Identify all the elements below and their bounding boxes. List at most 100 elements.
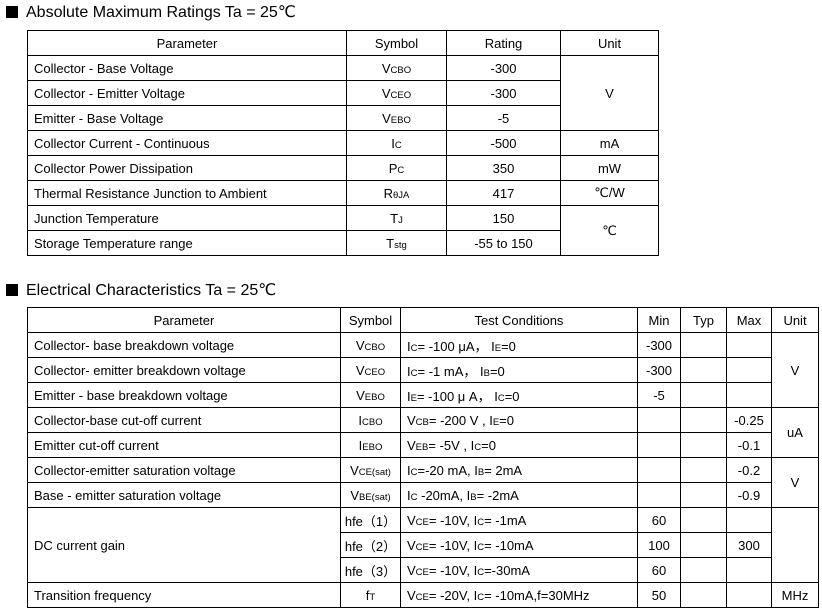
text: T <box>386 235 395 251</box>
ratings-table: Parameter Symbol Rating Unit Collector - Bas… <box>27 30 659 256</box>
parameter: Thermal Resistance Junction to Ambient <box>27 180 347 206</box>
typ <box>680 507 727 533</box>
subscript: C <box>410 466 418 478</box>
text: -20mA, I <box>417 487 471 503</box>
test-conditions: VCE= -10V, IC=-30mA <box>400 557 638 583</box>
unit: ℃ <box>560 205 659 256</box>
min: 60 <box>637 557 681 583</box>
test-conditions: IC= -100 μA， IE=0 <box>400 332 638 358</box>
min: -300 <box>637 332 681 358</box>
row: Collector Power Dissipation PC 350 mW <box>27 155 659 181</box>
text: =0 <box>501 338 516 354</box>
min: 60 <box>637 507 681 533</box>
text: V <box>407 587 416 603</box>
text: = -1 mA， I <box>417 363 484 379</box>
symbol: hfe（1） <box>340 507 401 533</box>
unit: mW <box>560 155 659 181</box>
title-text: Electrical Characteristics Ta = 25℃ <box>26 282 277 299</box>
parameter: Storage Temperature range <box>27 230 347 256</box>
row: Collector- emitter breakdown voltage VCEO… <box>27 357 819 383</box>
subscript: CEO <box>364 366 386 378</box>
text: = 2mA <box>484 462 523 478</box>
text: hfe（3） <box>344 563 397 579</box>
subscript: CE <box>415 591 429 603</box>
symbol: VCBO <box>346 55 447 81</box>
symbol: fT <box>340 582 401 608</box>
subscript: C <box>410 491 418 503</box>
subscript: CEO <box>390 89 412 101</box>
subscript: CE <box>415 516 429 528</box>
symbol: VCBO <box>340 332 401 358</box>
text: I <box>358 412 363 428</box>
symbol: VCEO <box>346 80 447 106</box>
text: I <box>358 437 363 453</box>
text: V <box>407 412 416 428</box>
text: T <box>390 210 399 226</box>
symbol: Tstg <box>346 230 447 256</box>
rating: -500 <box>446 130 561 156</box>
symbol: RθJA <box>346 180 447 206</box>
rating: -55 to 150 <box>446 230 561 256</box>
subscript: θJA <box>393 189 410 201</box>
text: = -100 μ A， I <box>416 388 498 404</box>
header-cell: Symbol <box>340 307 401 333</box>
typ <box>680 332 727 358</box>
text: = -10V, I <box>428 512 478 528</box>
typ <box>680 457 727 483</box>
text: V <box>356 387 365 403</box>
text: f <box>365 587 370 603</box>
row: Collector- base breakdown voltage VCBO IC=… <box>27 332 819 408</box>
text: hfe（2） <box>344 538 397 554</box>
header-cell: Rating <box>446 30 561 56</box>
test-conditions: VCE= -10V, IC= -10mA <box>400 532 638 558</box>
subscript: EBO <box>364 391 385 403</box>
symbol: ICBO <box>340 407 401 433</box>
header-cell: Unit <box>560 30 659 56</box>
typ <box>680 557 727 583</box>
symbol: IC <box>346 130 447 156</box>
typ <box>680 582 727 608</box>
symbol: VEBO <box>340 382 401 408</box>
text: =0 <box>499 412 514 428</box>
parameter: Collector - Base Voltage <box>27 55 347 81</box>
text: = -1mA <box>484 512 527 528</box>
header-cell: Typ <box>680 307 727 333</box>
unit: mA <box>560 130 659 156</box>
symbol: hfe（3） <box>340 557 401 583</box>
text: hfe（1） <box>344 513 397 529</box>
subscript: CBO <box>364 341 386 353</box>
test-conditions: IC= -1 mA， IB=0 <box>400 357 638 383</box>
subscript: CBO <box>390 64 412 76</box>
row: Emitter - base breakdown voltage VEBO IE= … <box>27 382 819 408</box>
subscript: T <box>369 591 376 603</box>
parameter: Junction Temperature <box>27 205 347 231</box>
text: = -10V, I <box>428 537 478 553</box>
min: 100 <box>637 532 681 558</box>
test-conditions: VEB= -5V , IC=0 <box>400 432 638 458</box>
header-cell: Symbol <box>346 30 447 56</box>
parameter: Base - emitter saturation voltage <box>27 482 341 508</box>
subscript: B <box>470 491 477 503</box>
text: V <box>355 337 365 353</box>
header-cell: Test Conditions <box>400 307 638 333</box>
max <box>726 557 772 583</box>
subscript: BE(sat) <box>358 491 391 503</box>
text: I <box>407 462 411 478</box>
unit: V <box>560 55 659 131</box>
typ <box>680 532 727 558</box>
unit: V <box>771 332 819 408</box>
subscript: J <box>398 214 403 226</box>
header-row: Parameter Symbol Rating Unit <box>27 30 659 56</box>
test-conditions: IC -20mA, IB= -2mA <box>400 482 638 508</box>
section-title-2: Electrical Characteristics Ta = 25℃ <box>6 280 276 300</box>
subscript: stg <box>394 239 407 251</box>
bullet <box>6 6 18 18</box>
text: I <box>407 487 411 503</box>
row: Collector - Base Voltage VCBO -300 V <box>27 55 659 131</box>
characteristics-table: Parameter Symbol Test Conditions Min Typ Max U… <box>27 307 819 608</box>
row: Collector Current - Continuous IC -500 mA <box>27 130 659 156</box>
max <box>726 332 772 358</box>
test-conditions: VCE= -10V, IC= -1mA <box>400 507 638 533</box>
rating: 417 <box>446 180 561 206</box>
text: =0 <box>481 437 496 453</box>
